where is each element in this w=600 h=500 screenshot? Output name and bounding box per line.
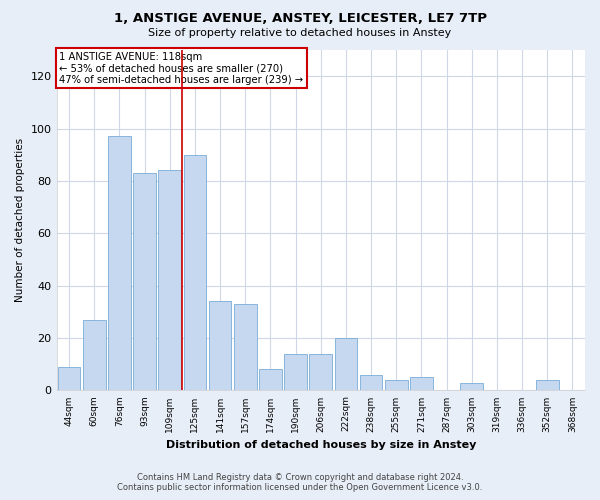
Bar [209,302,232,390]
Bar [360,374,382,390]
Bar [158,170,181,390]
Bar [83,320,106,390]
Y-axis label: Number of detached properties: Number of detached properties [15,138,25,302]
Bar [133,173,156,390]
Bar [536,380,559,390]
Text: 1, ANSTIGE AVENUE, ANSTEY, LEICESTER, LE7 7TP: 1, ANSTIGE AVENUE, ANSTEY, LEICESTER, LE… [113,12,487,26]
Bar [184,154,206,390]
Bar [284,354,307,391]
Bar [335,338,357,390]
Bar [58,367,80,390]
Bar [108,136,131,390]
Bar [234,304,257,390]
X-axis label: Distribution of detached houses by size in Anstey: Distribution of detached houses by size … [166,440,476,450]
Bar [259,370,282,390]
Text: Size of property relative to detached houses in Anstey: Size of property relative to detached ho… [148,28,452,38]
Text: Contains HM Land Registry data © Crown copyright and database right 2024.
Contai: Contains HM Land Registry data © Crown c… [118,473,482,492]
Text: 1 ANSTIGE AVENUE: 118sqm
← 53% of detached houses are smaller (270)
47% of semi-: 1 ANSTIGE AVENUE: 118sqm ← 53% of detach… [59,52,304,85]
Bar [460,382,483,390]
Bar [385,380,407,390]
Bar [410,378,433,390]
Bar [310,354,332,391]
